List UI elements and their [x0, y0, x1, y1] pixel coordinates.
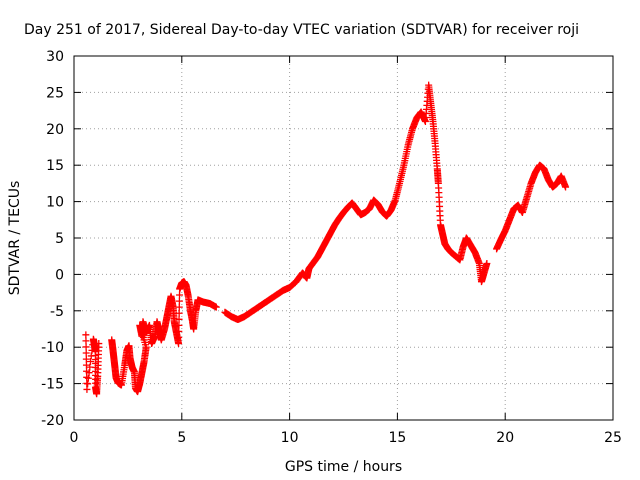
y-tick-label: -15 — [41, 377, 64, 393]
y-tick-label: 0 — [55, 267, 64, 283]
data-point — [84, 374, 92, 382]
data-point — [82, 331, 90, 339]
y-tick-label: 5 — [55, 231, 64, 247]
x-tick-label: 25 — [604, 430, 622, 446]
data-point — [483, 259, 491, 267]
x-axis: 0 5 10 15 20 25 — [70, 56, 622, 446]
data-point — [82, 355, 90, 363]
data-point — [175, 309, 183, 317]
data-point — [175, 315, 183, 323]
data-point — [83, 385, 91, 393]
data-point — [82, 343, 90, 351]
data-point — [212, 303, 220, 311]
grid — [74, 56, 613, 420]
data-point — [175, 297, 183, 305]
data-point — [175, 333, 183, 341]
data-point — [85, 369, 93, 377]
y-tick-label: -20 — [41, 413, 64, 429]
x-tick-label: 5 — [177, 430, 186, 446]
y-tick-label: 25 — [46, 85, 64, 101]
y-tick-label: 20 — [46, 122, 64, 138]
y-axis-label: SDTVAR / TECUs — [7, 181, 23, 296]
data-point — [562, 183, 570, 191]
data-series — [82, 81, 570, 398]
data-point — [175, 321, 183, 329]
data-point — [175, 340, 183, 348]
chart-title: Day 251 of 2017, Sidereal Day-to-day VTE… — [24, 22, 579, 38]
y-axis: -20 -15 -10 -5 0 5 10 15 20 25 30 — [41, 49, 613, 429]
y-tick-label: 15 — [46, 158, 64, 174]
data-point — [95, 340, 103, 348]
y-tick-label: -10 — [41, 340, 64, 356]
x-tick-label: 0 — [70, 430, 79, 446]
data-point — [84, 380, 92, 388]
plot-frame — [73, 55, 614, 421]
data-point — [175, 327, 183, 335]
data-point — [82, 349, 90, 357]
x-tick-label: 15 — [388, 430, 406, 446]
y-tick-label: -5 — [50, 304, 64, 320]
y-tick-label: 10 — [46, 195, 64, 211]
data-point — [176, 291, 184, 299]
x-tick-label: 20 — [496, 430, 514, 446]
data-point — [175, 303, 183, 311]
data-point — [82, 337, 90, 345]
y-tick-label: 30 — [46, 49, 64, 65]
data-point — [87, 358, 95, 366]
x-axis-label: GPS time / hours — [285, 459, 402, 475]
data-point — [83, 373, 91, 381]
x-tick-label: 10 — [281, 430, 299, 446]
